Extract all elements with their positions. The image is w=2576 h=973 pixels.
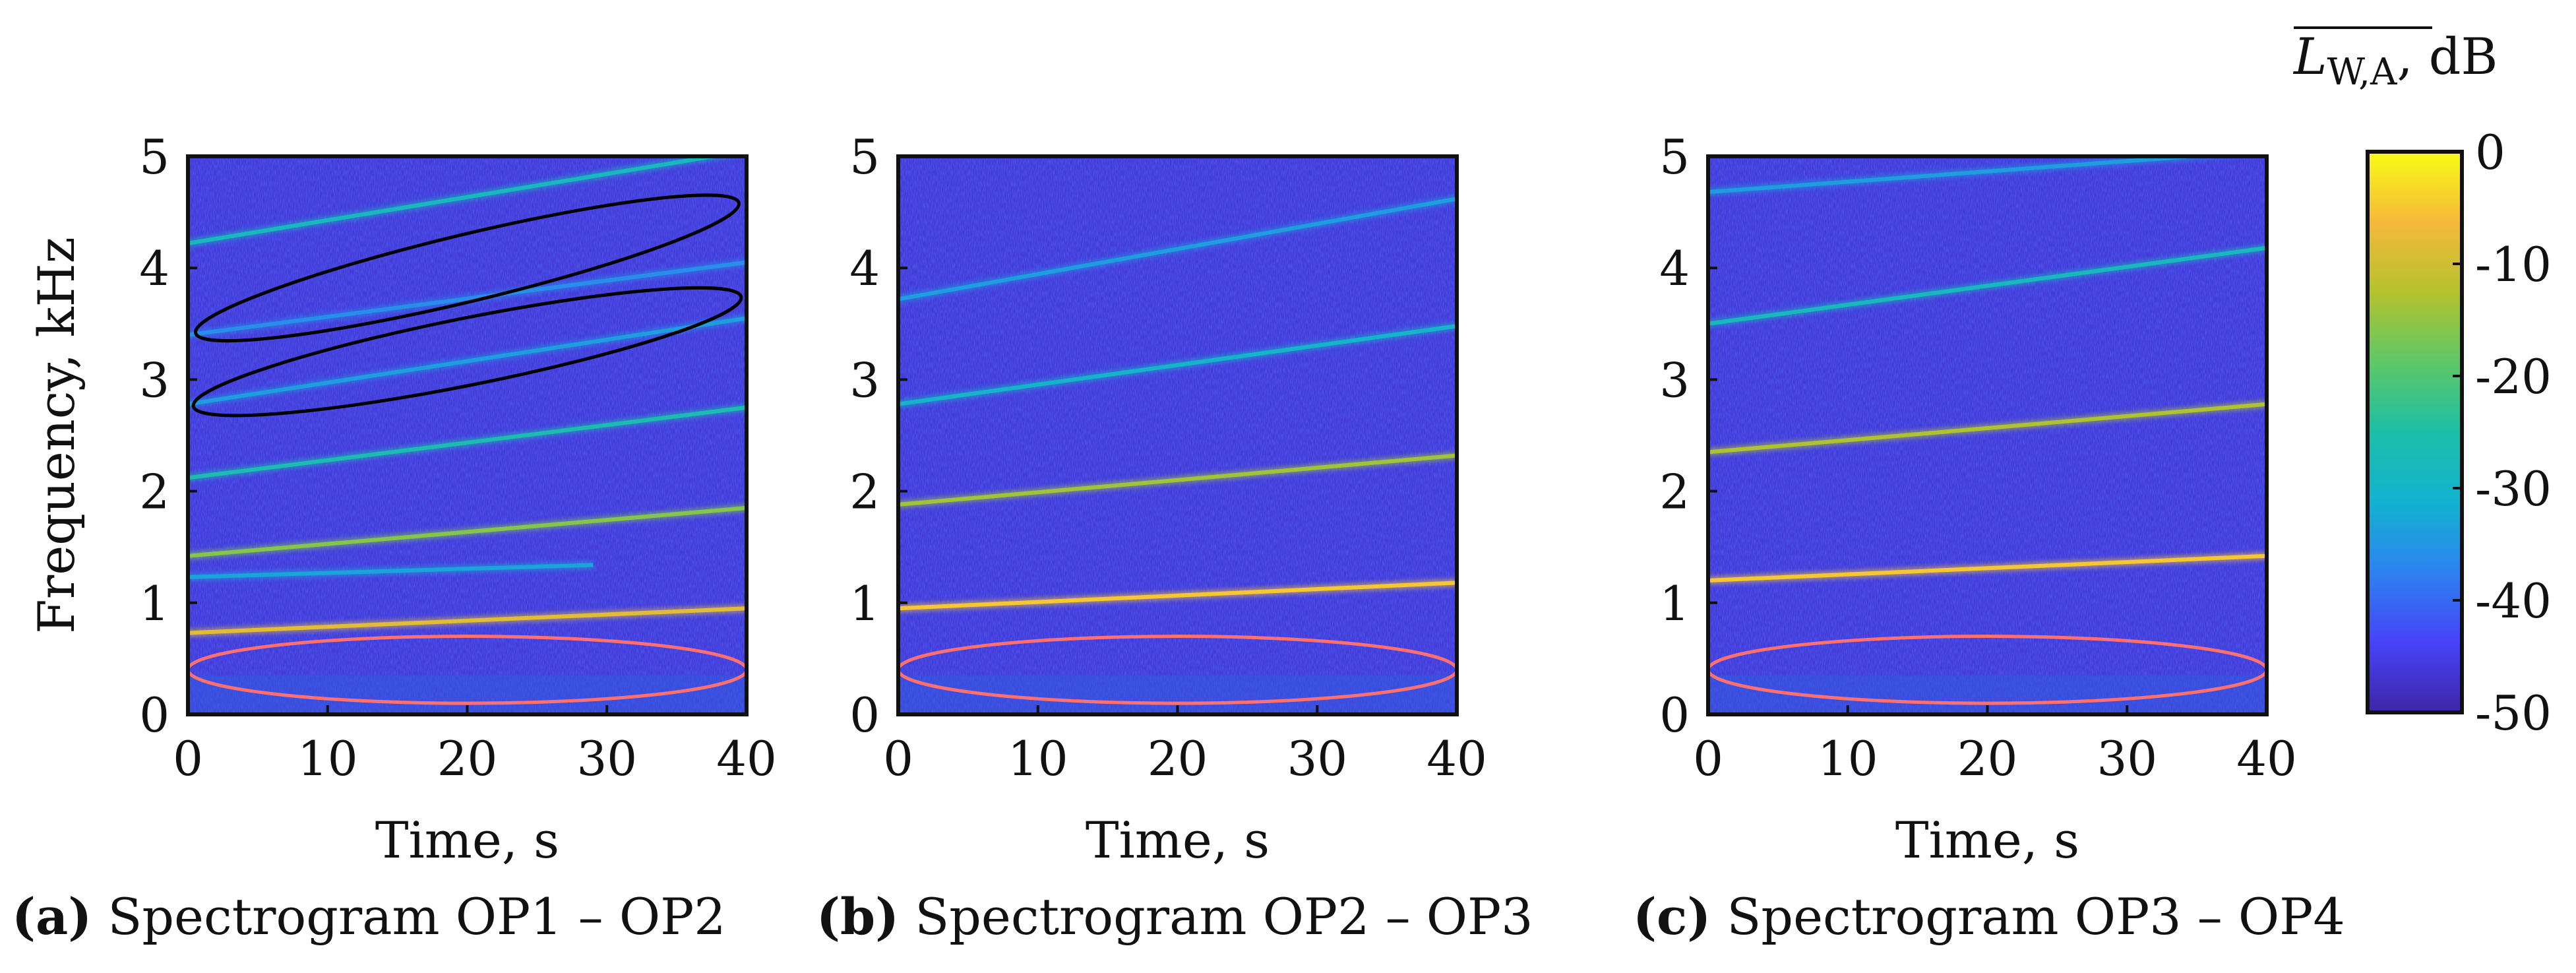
tonal-line-c-2 [1708,243,2267,328]
tonal-line-b-2 [898,322,1457,408]
x-tick-label-b-1: 10 [1008,731,1068,786]
annotation-ellipse-a-extra [191,286,743,418]
annotation-ellipse-a-0 [193,193,741,343]
x-axis-label-a: Time, s [375,811,559,869]
noise-texture-c [1708,156,2267,714]
y-tick-label-a-4: 4 [139,241,169,296]
colorbar-title: LW,A, dB [2292,27,2498,94]
caption-b: (b) Spectrogram OP2 – OP3 [816,887,1533,946]
tonal-line-b-1 [898,451,1457,509]
panel-a: 0 10 20 30 40 0 1 2 3 4 5 Time, s Frequency, kHz [27,129,777,869]
y-tick-label-b-2: 2 [849,464,880,520]
y-tick-label-c-0: 0 [1659,687,1690,743]
x-axis-label-c: Time, s [1895,811,2079,869]
tonal-line-a-1 [188,561,594,581]
tonal-line-a-2 [188,504,747,560]
x-tick-label-a-2: 20 [437,731,498,786]
x-axis-label-b: Time, s [1086,811,1270,869]
colorbar-title-symbol: L [2292,27,2327,86]
x-tick-label-b-2: 20 [1148,731,1208,786]
colorbar: 0 -10 -20 -30 -40 -50 LW,A, dB [2292,26,2552,741]
tonal-line-a-5 [188,258,747,339]
colorbar-scale [2366,150,2464,714]
y-tick-label-b-4: 4 [849,241,880,296]
x-tick-label-b-3: 30 [1287,731,1347,786]
y-tick-label-b-0: 0 [849,687,880,743]
x-tick-label-b-4: 40 [1426,731,1487,786]
y-tick-label-a-1: 1 [139,576,169,631]
colorbar-tick-label-0: 0 [2475,125,2505,180]
tonal-line-b-0 [898,579,1457,613]
caption-c: (c) Spectrogram OP3 – OP4 [1633,887,2345,946]
tonal-line-a-3 [188,403,747,482]
tonal-line-a-4 [188,314,747,408]
colorbar-title-subscript: W,A [2327,51,2397,94]
tonal-line-c-0 [1708,551,2267,584]
tonal-line-c-1 [1708,400,2267,456]
tonal-line-a-6 [188,156,737,247]
y-tick-label-c-1: 1 [1659,576,1690,631]
tonal-line-b-3 [898,195,1457,303]
y-tick-label-c-2: 2 [1659,464,1690,520]
panel-c: 0 10 20 30 40 0 1 2 3 4 5 Time, s [1659,129,2297,869]
y-tick-label-c-5: 5 [1659,129,1690,185]
x-tick-label-c-2: 20 [1957,731,2018,786]
x-tick-label-a-0: 0 [173,731,203,786]
colorbar-tick-label-2: -20 [2475,349,2552,404]
x-tick-label-c-3: 30 [2097,731,2157,786]
x-tick-label-c-4: 40 [2236,731,2297,786]
y-tick-label-a-0: 0 [139,687,169,743]
x-tick-label-c-1: 10 [1818,731,1878,786]
x-tick-label-c-0: 0 [1693,731,1723,786]
colorbar-title-unit: , dB [2397,27,2498,86]
y-tick-label-c-4: 4 [1659,241,1690,296]
y-tick-label-b-5: 5 [849,129,880,185]
tonal-line-a-0 [188,604,747,637]
y-tick-label-b-1: 1 [849,576,880,631]
x-tick-label-b-0: 0 [883,731,913,786]
colorbar-tick-label-3: -30 [2475,461,2552,517]
colorbar-tick-label-5: -50 [2475,685,2552,741]
y-tick-label-a-2: 2 [139,464,169,520]
noise-texture-b [898,156,1457,714]
y-tick-label-a-3: 3 [139,352,169,408]
caption-a: (a) Spectrogram OP1 – OP2 [12,887,726,946]
panel-b: 0 10 20 30 40 0 1 2 3 4 5 Time, s [849,129,1487,869]
x-tick-label-a-1: 10 [297,731,358,786]
y-tick-label-b-3: 3 [849,352,880,408]
y-tick-label-c-3: 3 [1659,352,1690,408]
x-tick-label-a-4: 40 [716,731,777,786]
colorbar-tick-label-1: -10 [2475,237,2552,292]
y-tick-label-a-5: 5 [139,129,169,185]
colorbar-tick-label-4: -40 [2475,573,2552,629]
y-axis-label-a: Frequency, kHz [27,237,86,634]
x-tick-label-a-3: 30 [576,731,637,786]
